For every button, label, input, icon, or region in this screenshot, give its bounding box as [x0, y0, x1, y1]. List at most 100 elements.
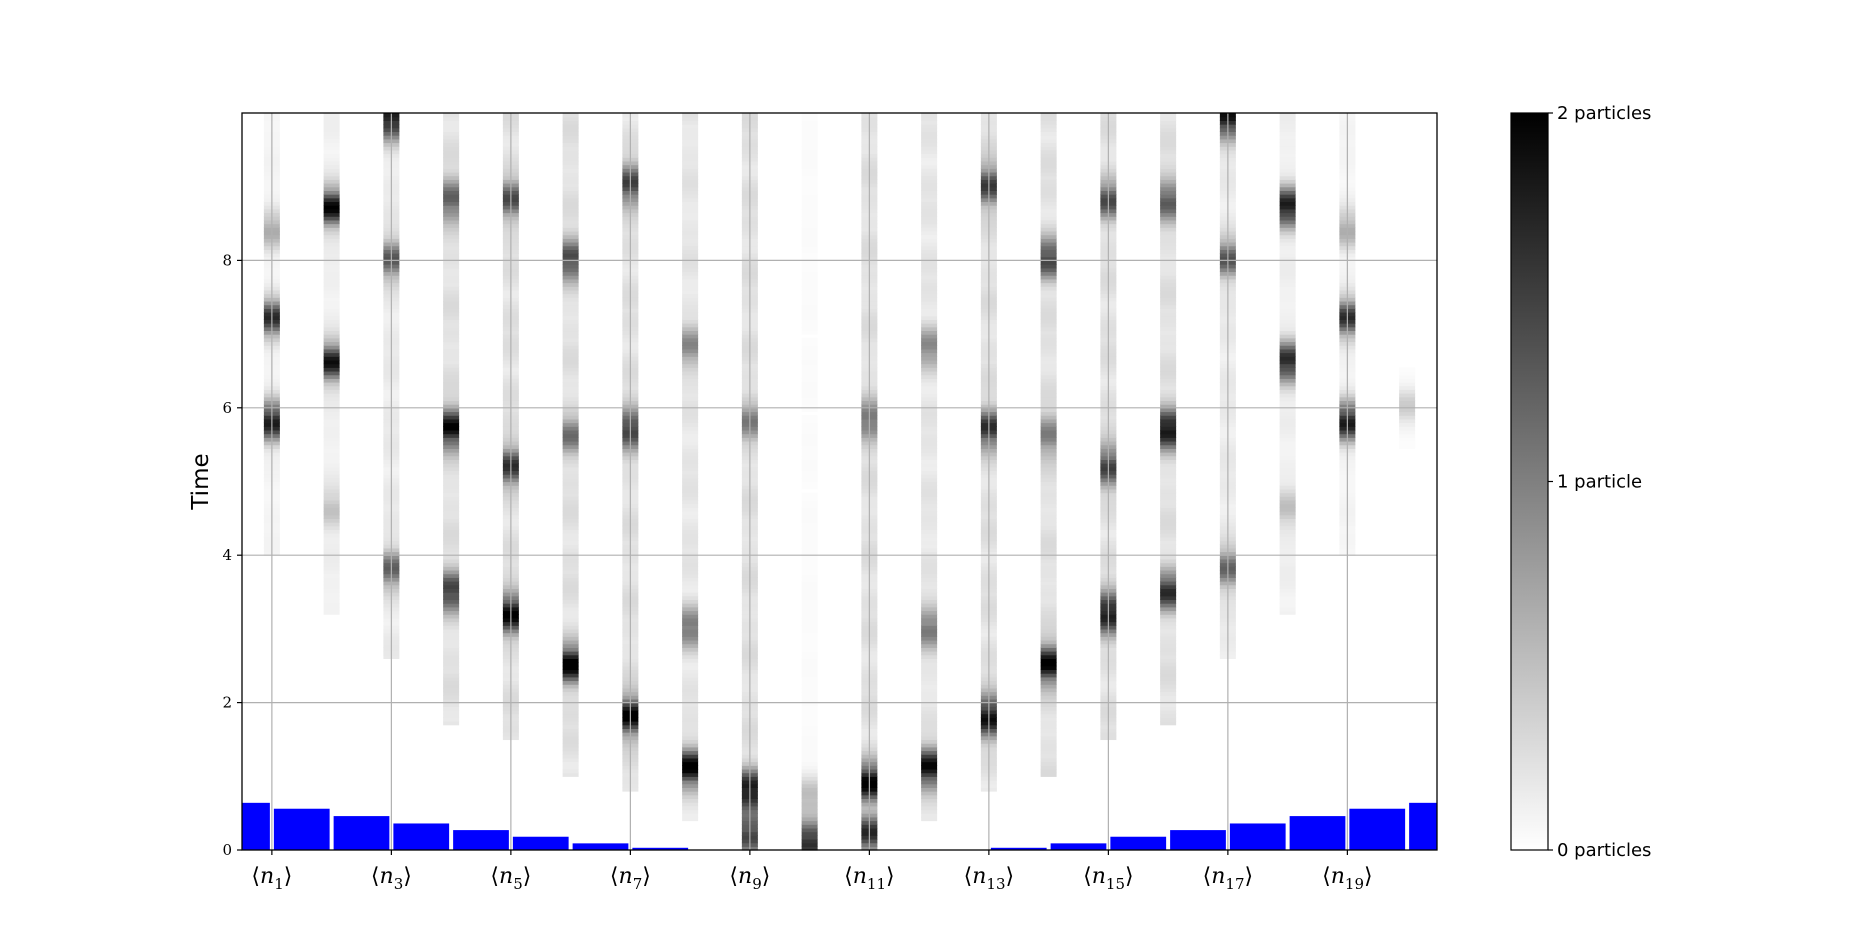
heat-cell [921, 721, 938, 726]
heat-cell [682, 278, 699, 284]
heat-cell [682, 691, 699, 696]
heat-cell [1160, 367, 1177, 372]
heat-cell [562, 223, 579, 228]
heat-cell [801, 562, 818, 567]
heat-cell [921, 120, 938, 125]
heat-cell [443, 345, 460, 350]
heat-cell [921, 194, 938, 199]
heat-cell [1160, 680, 1177, 685]
heat-cell [682, 463, 699, 468]
heat-cell [801, 702, 818, 707]
heat-cell [562, 352, 579, 357]
heat-cell [562, 639, 579, 645]
heat-cell [323, 183, 340, 188]
heat-cell [682, 382, 699, 387]
heat-cell [801, 776, 818, 781]
heat-cell [443, 603, 460, 608]
heat-cell [1279, 474, 1296, 479]
heat-cell [921, 393, 938, 398]
heat-cell [1279, 463, 1296, 468]
heat-cell [1040, 466, 1057, 472]
heat-cell [921, 330, 938, 335]
heat-cell [562, 264, 579, 269]
heat-cell [801, 580, 818, 586]
heat-cell [323, 164, 340, 169]
heat-cell [801, 404, 818, 409]
heat-cell [682, 654, 699, 659]
heat-cell [801, 592, 818, 597]
heat-cell [682, 577, 699, 582]
heat-cell [562, 164, 579, 169]
heat-cell [323, 588, 340, 593]
heat-cell [682, 444, 699, 449]
heat-cell [1040, 562, 1057, 567]
heat-cell [443, 157, 460, 162]
heat-cell [323, 488, 340, 494]
heat-cell [921, 267, 938, 273]
heat-cell [921, 577, 938, 582]
heat-cell [562, 507, 579, 512]
heat-cell [443, 643, 460, 648]
heat-cell [1040, 477, 1057, 483]
heat-cell [801, 127, 818, 133]
heat-cell [323, 241, 340, 247]
heat-cell [1279, 507, 1296, 512]
heat-cell [801, 330, 818, 335]
heat-cell [921, 665, 938, 671]
heat-cell [443, 282, 460, 287]
potential-bar [1050, 843, 1107, 850]
heat-cell [1040, 632, 1057, 637]
heat-cell [921, 499, 938, 505]
heat-cell [801, 452, 818, 457]
heat-cell [443, 385, 460, 390]
heat-cell [323, 400, 340, 405]
heat-cell [1160, 341, 1177, 346]
heat-cell [323, 308, 340, 313]
heat-cell [682, 289, 699, 295]
heat-cell [682, 359, 699, 365]
heat-cell [562, 636, 579, 641]
heat-cell [1040, 573, 1057, 578]
heat-cell [1040, 496, 1057, 501]
heat-cell [921, 569, 938, 575]
heat-cell [1160, 404, 1177, 409]
colorbar-gradient [1510, 112, 1549, 851]
heat-cell [682, 639, 699, 645]
heat-cell [562, 765, 579, 770]
heat-cell [562, 772, 579, 777]
heat-cell [921, 496, 938, 501]
heat-cell [562, 735, 579, 741]
heat-cell [1040, 455, 1057, 460]
heat-cell [1160, 544, 1177, 549]
heat-cell [1040, 617, 1057, 623]
heat-cell [682, 308, 699, 313]
heat-cell [1279, 577, 1296, 582]
heat-cell [443, 230, 460, 236]
heat-cell [1160, 212, 1177, 217]
heat-cell [921, 370, 938, 376]
heat-cell [1040, 743, 1057, 748]
heat-cell [1279, 595, 1296, 601]
heat-cell [323, 326, 340, 332]
heat-cell [562, 514, 579, 519]
heat-cell [562, 643, 579, 648]
y-tick-label: 6 [222, 399, 232, 417]
heat-column-site-10 [801, 113, 818, 851]
heat-cell [801, 470, 818, 475]
heat-cell [1040, 370, 1057, 376]
heat-cell [443, 223, 460, 228]
heat-cell [682, 687, 699, 693]
heat-cell [1160, 264, 1177, 269]
heat-cell [323, 525, 340, 531]
heat-cell [1160, 687, 1177, 693]
heat-cell [1279, 481, 1296, 486]
heat-cell [1279, 466, 1296, 472]
heat-cell [562, 761, 579, 766]
heat-cell [1279, 510, 1296, 516]
heat-cell [682, 485, 699, 490]
heat-cell [1279, 393, 1296, 398]
heat-cell [562, 127, 579, 133]
heat-cell [562, 407, 579, 413]
heat-cell [682, 662, 699, 667]
heat-cell [1040, 732, 1057, 737]
